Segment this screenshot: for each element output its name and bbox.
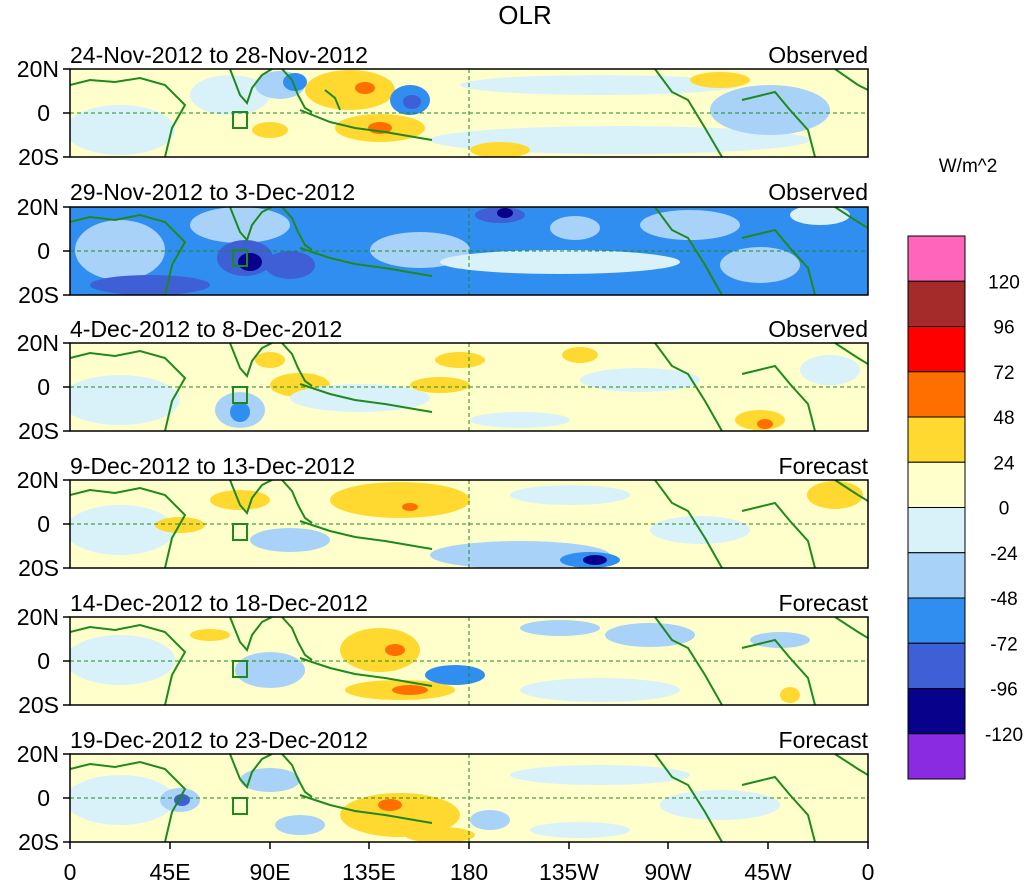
colorbar-swatch bbox=[907, 552, 966, 599]
panel-type-label: Observed bbox=[768, 42, 868, 68]
lat-label-20s: 20S bbox=[18, 282, 59, 308]
colorbar-swatch bbox=[907, 235, 966, 282]
colorbar-swatch bbox=[907, 733, 966, 780]
colorbar-level-label: 72 bbox=[993, 363, 1014, 384]
period-label: 24-Nov-2012 to 28-Nov-2012 bbox=[70, 42, 368, 68]
period-label: 4-Dec-2012 to 8-Dec-2012 bbox=[70, 316, 342, 342]
coastline bbox=[70, 754, 868, 842]
colorbar-level-label: 96 bbox=[993, 318, 1014, 339]
colorbar-level-label: 120 bbox=[988, 272, 1020, 293]
lat-label-20n: 20N bbox=[17, 56, 59, 82]
colorbar-swatch bbox=[907, 461, 966, 508]
colorbar-level-label: -120 bbox=[985, 725, 1023, 746]
colorbar-level-labels: 120 96 72 48 24 0 -24 -48 -72 -96 -120 bbox=[985, 272, 1023, 746]
colorbar-level-label: 0 bbox=[999, 499, 1010, 520]
lon-label: 135E bbox=[342, 859, 396, 885]
panel-type-label: Forecast bbox=[779, 453, 869, 479]
colorbar-level-label: 48 bbox=[993, 408, 1014, 429]
olr-anomaly-field bbox=[70, 347, 860, 430]
coastline bbox=[70, 343, 868, 431]
longitude-axis: 0 45E 90E 135E 180 135W 90W 45W 0 bbox=[64, 842, 875, 885]
colorbar-legend: W/m^2 120 96 72 48 24 0 -24 -48 -72 -96 -120 bbox=[907, 156, 1023, 780]
lat-label-20s: 20S bbox=[18, 692, 59, 718]
period-label: 14-Dec-2012 to 18-Dec-2012 bbox=[70, 590, 368, 616]
lat-label-20n: 20N bbox=[17, 741, 59, 767]
lon-label: 0 bbox=[862, 859, 875, 885]
lon-label: 90E bbox=[250, 859, 291, 885]
map-panel: 4-Dec-2012 to 8-Dec-2012 Observed 20N 0 … bbox=[17, 316, 869, 444]
panel-type-label: Observed bbox=[768, 179, 868, 205]
period-label: 29-Nov-2012 to 3-Dec-2012 bbox=[70, 179, 355, 205]
map-panel: 24-Nov-2012 to 28-Nov-2012 Observed 20N … bbox=[17, 42, 869, 170]
lon-label: 135W bbox=[539, 859, 599, 885]
coastline bbox=[70, 480, 868, 568]
period-label: 19-Dec-2012 to 23-Dec-2012 bbox=[70, 727, 368, 753]
panel-type-label: Forecast bbox=[779, 727, 869, 753]
lat-label-20s: 20S bbox=[18, 418, 59, 444]
colorbar-swatch bbox=[907, 371, 966, 418]
lat-label-20n: 20N bbox=[17, 467, 59, 493]
lon-label: 0 bbox=[64, 859, 77, 885]
colorbar-swatch bbox=[907, 326, 966, 373]
panel-type-label: Forecast bbox=[779, 590, 869, 616]
colorbar-swatches bbox=[907, 235, 966, 780]
lat-label-20s: 20S bbox=[18, 829, 59, 855]
lon-label: 45E bbox=[150, 859, 191, 885]
lat-label-20n: 20N bbox=[17, 194, 59, 220]
colorbar-level-label: -48 bbox=[990, 589, 1017, 610]
figure-title: OLR bbox=[498, 0, 551, 30]
colorbar-swatch bbox=[907, 688, 966, 735]
lat-label-20s: 20S bbox=[18, 144, 59, 170]
colorbar-swatch bbox=[907, 280, 966, 327]
colorbar-swatch bbox=[907, 642, 966, 689]
colorbar-level-label: -24 bbox=[990, 544, 1018, 565]
map-panel: 14-Dec-2012 to 18-Dec-2012 Forecast 20N … bbox=[17, 590, 869, 718]
colorbar-swatch bbox=[907, 507, 966, 554]
lat-label-eq: 0 bbox=[37, 374, 50, 400]
lat-label-eq: 0 bbox=[37, 511, 50, 537]
colorbar-level-label: -96 bbox=[990, 680, 1017, 701]
coastline bbox=[70, 69, 868, 157]
lat-label-eq: 0 bbox=[37, 238, 50, 264]
lon-label: 90W bbox=[644, 859, 692, 885]
lon-label: 45W bbox=[744, 859, 792, 885]
lon-label: 180 bbox=[450, 859, 488, 885]
panel-type-label: Observed bbox=[768, 316, 868, 342]
colorbar-unit-label: W/m^2 bbox=[939, 156, 998, 177]
lat-label-eq: 0 bbox=[37, 648, 50, 674]
map-panel: 9-Dec-2012 to 13-Dec-2012 Forecast 20N 0… bbox=[17, 453, 869, 581]
lat-label-20s: 20S bbox=[18, 555, 59, 581]
colorbar-swatch bbox=[907, 416, 966, 463]
colorbar-level-label: 24 bbox=[993, 453, 1015, 474]
map-panel: 19-Dec-2012 to 23-Dec-2012 Forecast 20N … bbox=[17, 727, 869, 855]
lat-label-eq: 0 bbox=[37, 785, 50, 811]
colorbar-swatch bbox=[907, 597, 966, 644]
period-label: 9-Dec-2012 to 13-Dec-2012 bbox=[70, 453, 355, 479]
olr-anomaly-field bbox=[75, 207, 850, 295]
colorbar-level-label: -72 bbox=[990, 634, 1017, 655]
lat-label-20n: 20N bbox=[17, 330, 59, 356]
map-panel: 29-Nov-2012 to 3-Dec-2012 Observed 20N 0… bbox=[17, 179, 869, 308]
coastline bbox=[70, 207, 868, 295]
lat-label-eq: 0 bbox=[37, 100, 50, 126]
lat-label-20n: 20N bbox=[17, 604, 59, 630]
